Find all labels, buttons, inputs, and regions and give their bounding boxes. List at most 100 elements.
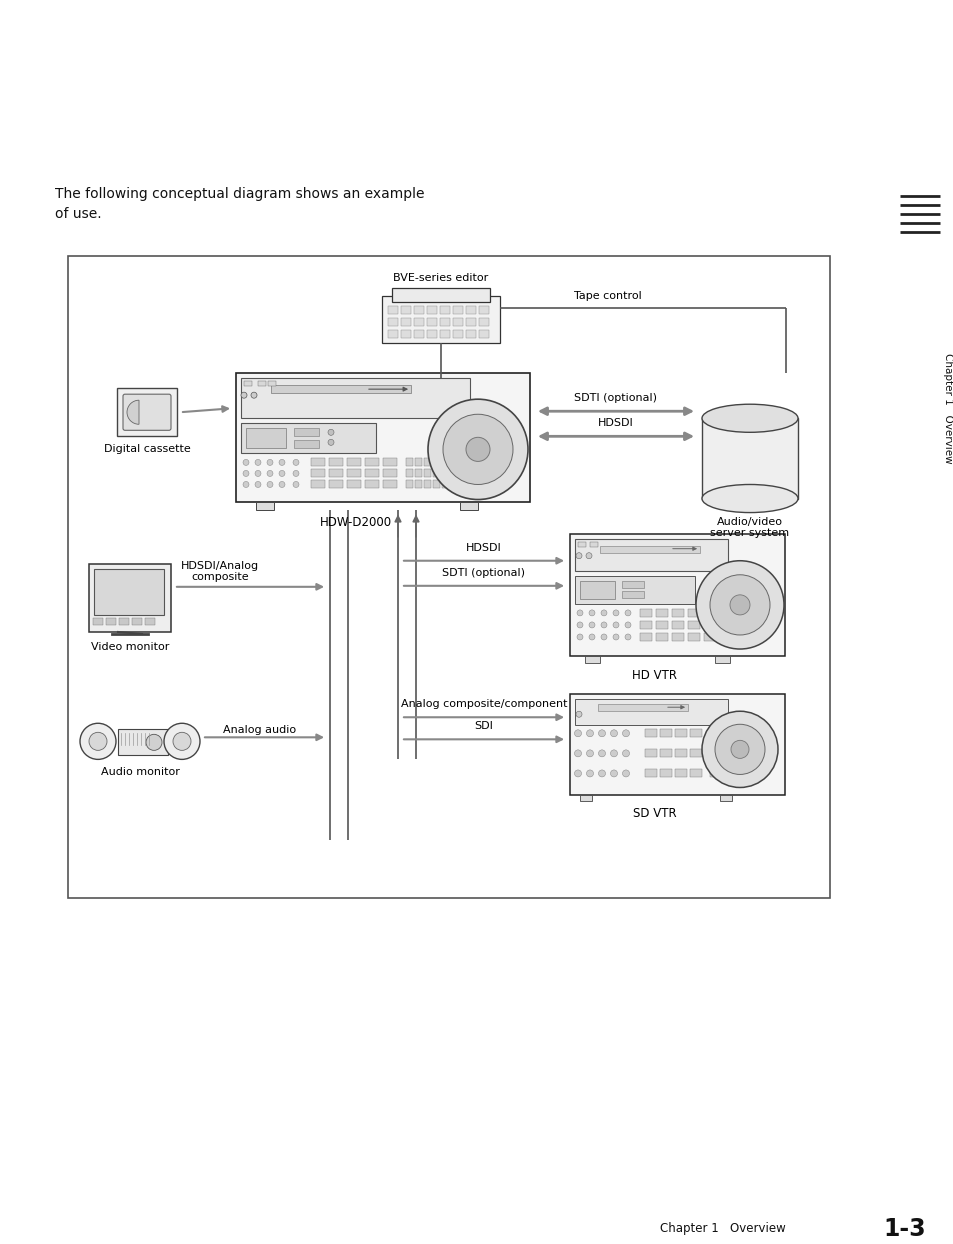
Bar [578, 541, 585, 546]
Bar [406, 469, 413, 478]
Bar [235, 373, 530, 501]
Circle shape [622, 770, 629, 778]
Bar [257, 381, 266, 386]
Bar [241, 378, 470, 418]
Bar [687, 633, 700, 641]
Bar [329, 469, 343, 478]
Bar [584, 656, 599, 663]
Circle shape [241, 392, 247, 398]
Bar [720, 749, 726, 758]
Bar [748, 633, 755, 641]
Bar [94, 569, 164, 615]
Circle shape [577, 622, 582, 628]
Bar [382, 458, 396, 466]
Circle shape [622, 750, 629, 756]
Bar [441, 458, 449, 466]
Bar [575, 576, 695, 603]
Text: Audio monitor: Audio monitor [100, 768, 179, 778]
Circle shape [576, 712, 581, 718]
Bar [569, 534, 784, 656]
Bar [118, 729, 168, 755]
Bar [145, 618, 154, 624]
FancyBboxPatch shape [123, 394, 171, 430]
Bar [388, 330, 397, 338]
FancyBboxPatch shape [392, 287, 490, 302]
Bar [271, 386, 411, 393]
Bar [639, 608, 651, 617]
Circle shape [267, 470, 273, 476]
Bar [106, 618, 116, 624]
Text: HD VTR: HD VTR [632, 669, 677, 682]
Bar [439, 330, 450, 338]
Bar [453, 306, 462, 313]
Bar [689, 729, 701, 738]
Bar [255, 501, 274, 510]
Bar [423, 480, 431, 489]
Circle shape [251, 392, 256, 398]
Bar [689, 749, 701, 758]
Bar [478, 306, 489, 313]
Bar [347, 469, 360, 478]
Bar [709, 770, 717, 778]
Bar [423, 458, 431, 466]
Bar [119, 618, 129, 624]
Bar [644, 729, 657, 738]
Bar [687, 621, 700, 629]
Bar [656, 621, 667, 629]
Bar [132, 618, 142, 624]
Text: Digital cassette: Digital cassette [104, 444, 191, 454]
Bar [730, 633, 738, 641]
Circle shape [586, 770, 593, 778]
Circle shape [442, 414, 513, 484]
Bar [689, 770, 701, 778]
Circle shape [600, 622, 606, 628]
Circle shape [293, 481, 298, 488]
Bar [639, 633, 651, 641]
Bar [465, 318, 476, 326]
Circle shape [598, 750, 605, 756]
Bar [415, 469, 421, 478]
Bar [659, 749, 671, 758]
Circle shape [574, 730, 581, 736]
Bar [569, 694, 784, 795]
Text: BVE-series editor: BVE-series editor [393, 272, 488, 282]
Circle shape [613, 610, 618, 616]
Text: 1-2  Example System Configuration: 1-2 Example System Configuration [21, 27, 625, 57]
Bar [427, 318, 436, 326]
Bar [721, 633, 728, 641]
Text: Video monitor: Video monitor [91, 642, 169, 652]
Text: 1-3: 1-3 [882, 1217, 925, 1242]
Ellipse shape [701, 404, 797, 433]
Bar [703, 621, 716, 629]
Bar [433, 458, 439, 466]
Bar [675, 729, 686, 738]
Circle shape [428, 399, 527, 500]
Circle shape [588, 634, 595, 639]
Bar [439, 318, 450, 326]
Bar [671, 621, 683, 629]
Bar [720, 795, 731, 801]
Bar [311, 458, 325, 466]
Circle shape [574, 750, 581, 756]
Bar [92, 618, 103, 624]
Bar [701, 418, 797, 499]
Bar [478, 318, 489, 326]
Circle shape [254, 470, 261, 476]
Bar [382, 469, 396, 478]
FancyBboxPatch shape [381, 296, 499, 343]
Text: Tape control: Tape control [574, 291, 641, 301]
Bar [439, 306, 450, 313]
Bar [621, 591, 643, 598]
Text: HDSDI/Analog
composite: HDSDI/Analog composite [181, 561, 259, 582]
Bar [729, 729, 737, 738]
Bar [478, 330, 489, 338]
Text: SDTI (optional): SDTI (optional) [574, 393, 657, 403]
Bar [714, 656, 729, 663]
Bar [621, 581, 643, 588]
Bar [414, 306, 423, 313]
Bar [644, 749, 657, 758]
Bar [246, 428, 286, 448]
Bar [414, 318, 423, 326]
Bar [579, 795, 592, 801]
Bar [659, 770, 671, 778]
